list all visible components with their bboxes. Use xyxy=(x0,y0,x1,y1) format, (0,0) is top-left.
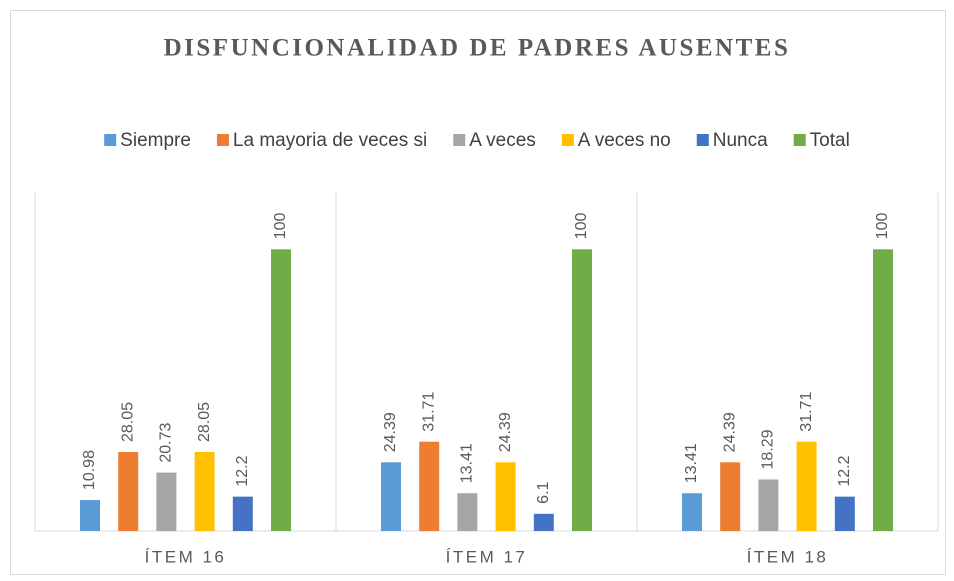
bar xyxy=(232,496,253,531)
x-tick-label: ÍTEM 16 xyxy=(145,547,227,566)
legend-label: Siempre xyxy=(120,130,191,151)
legend-swatch xyxy=(696,134,709,146)
data-label: 24.39 xyxy=(721,412,738,452)
bar xyxy=(533,513,554,531)
data-label: 10.98 xyxy=(81,450,98,490)
data-label: 100 xyxy=(573,213,590,240)
legend-swatch xyxy=(104,134,117,146)
data-label: 13.41 xyxy=(459,443,476,483)
data-label: 12.2 xyxy=(234,455,251,486)
data-label: 28.05 xyxy=(196,402,213,442)
legend-swatch xyxy=(561,134,574,146)
bar xyxy=(194,451,215,531)
legend-label: Nunca xyxy=(713,130,768,151)
bar xyxy=(758,479,779,531)
bar xyxy=(572,249,592,532)
bar xyxy=(873,249,893,532)
bar xyxy=(118,451,139,531)
bar xyxy=(80,500,100,531)
bar xyxy=(419,441,440,531)
data-label: 24.39 xyxy=(382,412,399,452)
bar xyxy=(796,441,817,531)
legend-label: A veces xyxy=(469,130,536,151)
data-label: 18.29 xyxy=(760,429,777,469)
data-label: 100 xyxy=(272,213,289,240)
bar xyxy=(381,462,401,531)
bar xyxy=(720,462,741,531)
data-label: 24.39 xyxy=(497,412,514,452)
data-label: 31.71 xyxy=(798,392,815,432)
bar xyxy=(682,493,702,531)
data-label: 13.41 xyxy=(683,443,700,483)
bar xyxy=(457,493,478,531)
legend-label: A veces no xyxy=(578,130,671,151)
data-label: 31.71 xyxy=(420,392,437,432)
data-label: 100 xyxy=(874,213,891,240)
legend-swatch xyxy=(216,134,229,146)
chart-title: DISFUNCIONALIDAD DE PADRES AUSENTES xyxy=(164,35,791,62)
legend-label: La mayoria de veces si xyxy=(233,130,427,151)
bar xyxy=(156,472,177,531)
bar xyxy=(271,249,291,532)
data-label: 28.05 xyxy=(119,402,136,442)
data-label: 12.2 xyxy=(836,455,853,486)
data-label: 6.1 xyxy=(535,481,552,503)
legend-swatch xyxy=(453,134,466,146)
legend-swatch xyxy=(793,134,806,146)
bar xyxy=(495,462,516,531)
bar xyxy=(834,496,855,531)
data-label: 20.73 xyxy=(158,422,175,462)
x-tick-label: ÍTEM 17 xyxy=(446,547,528,566)
x-tick-label: ÍTEM 18 xyxy=(747,547,829,566)
legend-label: Total xyxy=(810,130,850,151)
